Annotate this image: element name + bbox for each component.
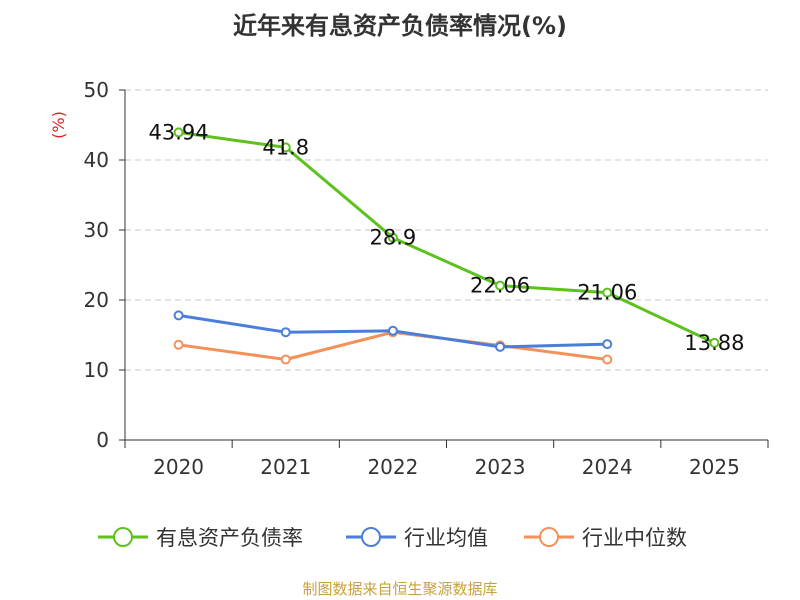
- x-tick-labels: 2020 2021 2022 2023 2024 2025: [153, 455, 740, 479]
- grid-lines: [125, 89, 768, 371]
- source-note: 制图数据来自恒生聚源数据库: [302, 580, 498, 598]
- y-tick-label: 40: [84, 148, 109, 172]
- y-tick-label: 50: [84, 78, 109, 102]
- data-point: [280, 354, 291, 365]
- data-label: 21.06: [577, 281, 637, 305]
- data-point: [173, 310, 184, 321]
- data-point: [602, 339, 613, 350]
- x-tick-label: 2025: [689, 455, 740, 479]
- data-point: [280, 327, 291, 338]
- data-point: [602, 354, 613, 365]
- axes: [119, 89, 769, 448]
- data-point: [709, 337, 720, 348]
- data-labels: 43.94 41.8 28.9 22.06 21.06 13.88: [149, 120, 745, 354]
- legend: 有息资产负债率 行业均值 行业中位数: [98, 526, 687, 550]
- legend-label: 行业均值: [404, 526, 488, 550]
- y-tick-label: 30: [84, 218, 109, 242]
- x-tick-label: 2023: [475, 455, 526, 479]
- x-tick-label: 2024: [582, 455, 633, 479]
- y-tick-label: 0: [96, 428, 109, 452]
- y-tick-labels: 0 10 20 30 40 50: [84, 78, 109, 452]
- chart-title: 近年来有息资产负债率情况(%): [233, 12, 567, 40]
- data-label: 41.8: [262, 135, 309, 159]
- legend-marker: [361, 527, 381, 547]
- legend-marker: [539, 527, 559, 547]
- data-point: [387, 232, 398, 243]
- data-point: [173, 339, 184, 350]
- data-label: 22.06: [470, 274, 530, 298]
- x-tick-label: 2021: [260, 455, 311, 479]
- x-tick-label: 2020: [153, 455, 204, 479]
- data-label: 28.9: [370, 226, 417, 250]
- data-point: [387, 325, 398, 336]
- data-point: [280, 142, 291, 153]
- y-tick-label: 10: [84, 358, 109, 382]
- legend-marker: [113, 527, 133, 547]
- y-axis-label: (%): [49, 111, 68, 139]
- legend-label: 行业中位数: [582, 526, 687, 550]
- y-tick-label: 20: [84, 288, 109, 312]
- data-label: 43.94: [149, 120, 209, 144]
- data-point: [173, 127, 184, 138]
- data-label: 13.88: [684, 331, 744, 355]
- data-point: [602, 287, 613, 298]
- x-tick-label: 2022: [367, 455, 418, 479]
- legend-label: 有息资产负债率: [156, 526, 303, 550]
- series-lines: [173, 127, 720, 365]
- data-point: [495, 341, 506, 352]
- data-point: [495, 280, 506, 291]
- series-line: [178, 130, 716, 345]
